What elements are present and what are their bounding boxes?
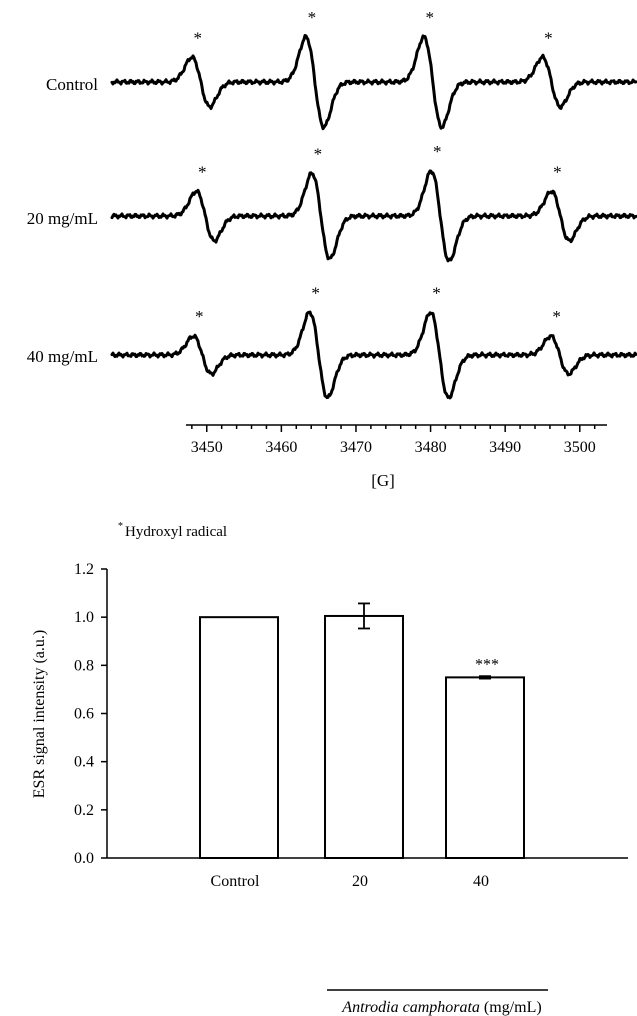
peak-marker: *: [195, 307, 204, 326]
bar-y-tick-label: 0.4: [74, 754, 94, 771]
esr-traces: * * * * * * * * * * * *: [110, 8, 637, 400]
footnote-marker: *: [118, 521, 123, 532]
bar-category-label: 20: [352, 873, 368, 890]
bar-y-axis-title: ESR signal intensity (a.u.): [31, 630, 48, 798]
footnote-text: Hydroxyl radical: [125, 524, 227, 540]
bar-2: [445, 676, 525, 859]
peak-marker: *: [553, 162, 562, 181]
peak-marker: *: [544, 28, 553, 47]
bar-y-tick-label: 1.2: [74, 561, 94, 578]
bar-series: Control 20 *** 40: [199, 602, 525, 890]
significance-label: ***: [475, 656, 499, 673]
esr-tick-label: 3470: [340, 439, 372, 456]
spectrum-label-control: Control: [46, 75, 98, 94]
bar-chart-panel: 0.0 0.2 0.4 0.6 0.8 1.0 1.2 Control 20 *** 40 ESR…: [31, 561, 628, 1016]
concentration-unit-text: (mg/mL): [484, 999, 542, 1016]
bar-category-label: Control: [211, 873, 260, 890]
species-name: Antrodia camphorata: [341, 999, 480, 1016]
esr-trace-1: [110, 169, 637, 263]
peak-marker: *: [194, 28, 203, 47]
peak-marker: *: [433, 142, 442, 161]
esr-tick-label: 3490: [489, 439, 521, 456]
bar-category-label: 40: [473, 873, 489, 890]
spectrum-label-20: 20 mg/mL: [27, 209, 98, 228]
peak-marker: *: [198, 162, 207, 181]
esr-trace-0: [110, 34, 637, 131]
bar-y-tick-label: 0.2: [74, 802, 94, 819]
esr-tick-label: 3460: [265, 439, 297, 456]
bar-y-ticks: 0.0 0.2 0.4 0.6 0.8 1.0 1.2: [74, 561, 107, 867]
spectrum-label-40: 40 mg/mL: [27, 347, 98, 366]
bar-x-axis-title: Antrodia camphorata (mg/mL): [341, 999, 541, 1016]
bar-y-tick-label: 0.8: [74, 657, 94, 674]
esr-trace-2: [110, 310, 637, 400]
peak-marker: *: [311, 283, 320, 302]
bar-y-tick-label: 0.6: [74, 706, 94, 723]
esr-tick-label: 3480: [415, 439, 447, 456]
peak-marker: *: [552, 307, 561, 326]
peak-marker: *: [314, 144, 323, 163]
bar-1: [324, 614, 404, 860]
esr-tick-label: 3450: [191, 439, 223, 456]
peak-marker: *: [426, 8, 435, 27]
peak-marker: *: [432, 283, 441, 302]
peak-marker: *: [308, 8, 317, 27]
bar-y-tick-label: 1.0: [74, 609, 94, 626]
esr-spectra-panel: Control 20 mg/mL 40 mg/mL * * * * * * * * * * * * 3…: [27, 8, 637, 540]
esr-x-axis-unit: [G]: [371, 471, 395, 490]
bar-y-tick-label: 0.0: [74, 850, 94, 867]
esr-tick-label: 3500: [564, 439, 596, 456]
bar-0: [199, 616, 279, 860]
esr-x-axis: 3450 3460 3470 3480 3490 3500: [186, 424, 607, 456]
